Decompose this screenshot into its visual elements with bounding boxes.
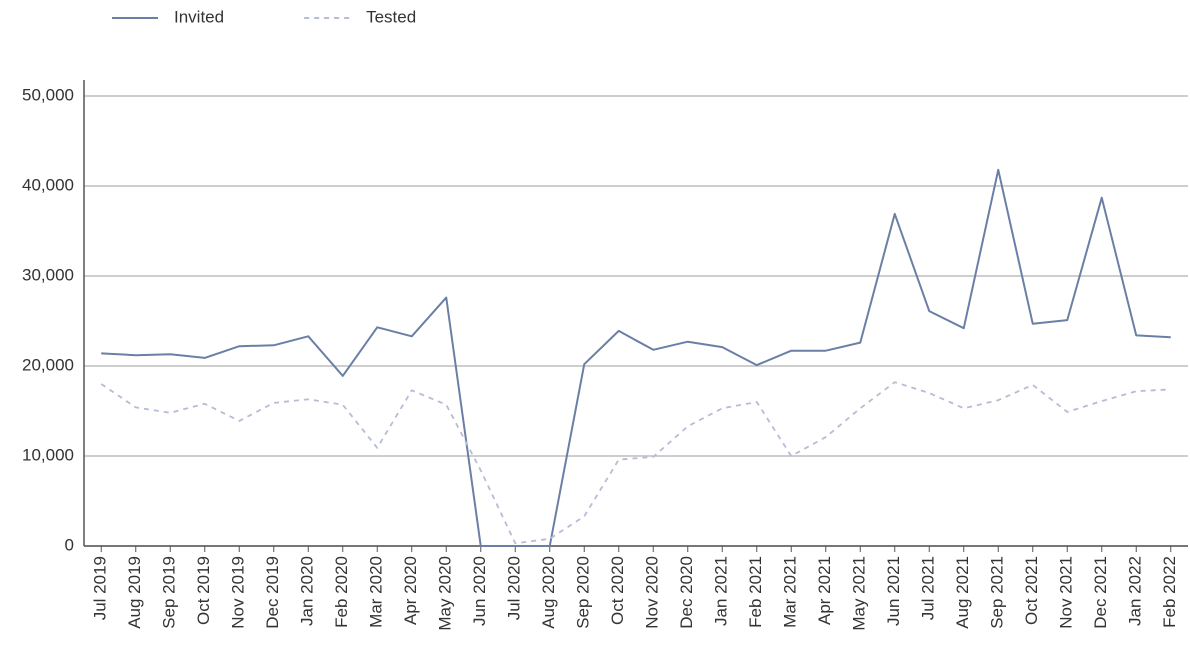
x-tick-label: Oct 2019	[194, 556, 213, 625]
x-tick-label: Jan 2020	[298, 556, 317, 626]
x-tick-label: Oct 2021	[1022, 556, 1041, 625]
legend-label: Tested	[366, 7, 416, 26]
x-tick-label: Jul 2019	[91, 556, 110, 620]
x-tick-label: Feb 2021	[746, 556, 765, 628]
x-tick-label: Aug 2020	[539, 556, 558, 629]
x-tick-label: Dec 2020	[677, 556, 696, 629]
x-tick-label: Aug 2019	[125, 556, 144, 629]
x-tick-label: Jan 2021	[712, 556, 731, 626]
x-tick-label: Aug 2021	[953, 556, 972, 629]
series-line	[101, 168, 1171, 547]
x-tick-label: Jan 2022	[1126, 556, 1145, 626]
x-tick-label: Jun 2021	[884, 556, 903, 626]
y-tick-label: 30,000	[22, 265, 74, 284]
x-tick-label: Apr 2021	[815, 556, 834, 625]
legend-label: Invited	[174, 7, 224, 26]
x-tick-label: Apr 2020	[401, 556, 420, 625]
x-tick-label: May 2021	[850, 556, 869, 631]
y-tick-label: 50,000	[22, 85, 74, 104]
x-tick-label: Dec 2021	[1091, 556, 1110, 629]
x-tick-label: Feb 2020	[332, 556, 351, 628]
x-tick-label: May 2020	[436, 556, 455, 631]
x-tick-label: Jul 2021	[919, 556, 938, 620]
y-tick-label: 20,000	[22, 355, 74, 374]
y-tick-label: 0	[65, 535, 74, 554]
x-tick-label: Mar 2020	[367, 556, 386, 628]
series-line	[100, 381, 1171, 545]
x-tick-label: Mar 2021	[781, 556, 800, 628]
y-tick-label: 40,000	[22, 175, 74, 194]
x-tick-label: Nov 2020	[643, 556, 662, 629]
x-tick-label: Sep 2019	[160, 556, 179, 629]
x-tick-label: Jun 2020	[470, 556, 489, 626]
x-tick-label: Nov 2019	[229, 556, 248, 629]
x-tick-label: Sep 2021	[988, 556, 1007, 629]
y-tick-label: 10,000	[22, 445, 74, 464]
x-tick-label: Nov 2021	[1057, 556, 1076, 629]
x-tick-label: Feb 2022	[1160, 556, 1179, 628]
x-tick-label: Jul 2020	[505, 556, 524, 620]
x-tick-label: Dec 2019	[263, 556, 282, 629]
x-tick-label: Sep 2020	[574, 556, 593, 629]
x-tick-label: Oct 2020	[608, 556, 627, 625]
